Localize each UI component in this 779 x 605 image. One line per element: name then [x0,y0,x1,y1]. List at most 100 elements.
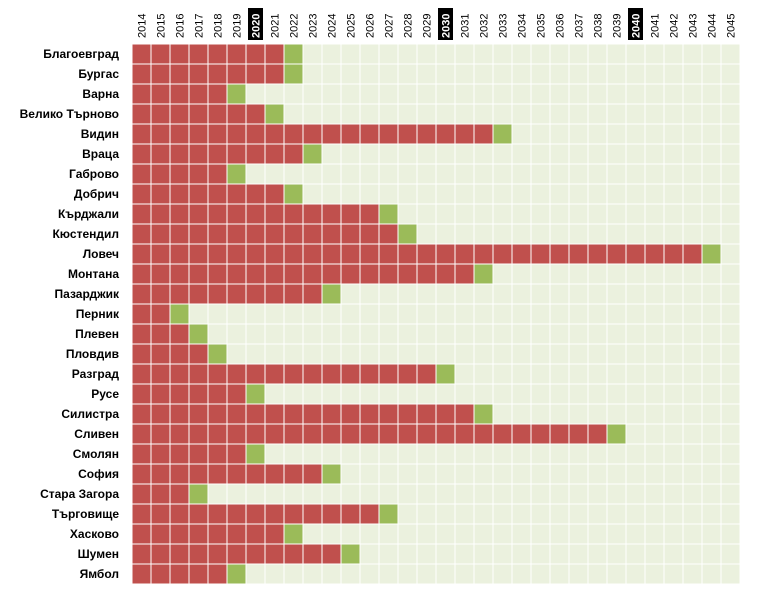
heatmap-cell [492,403,513,425]
heatmap-cell [302,383,323,405]
heatmap-cell [283,203,304,225]
heatmap-cell [701,83,722,105]
heatmap-cell [188,183,209,205]
heatmap-cell [321,103,342,125]
heatmap-cell [397,383,418,405]
heatmap-cell [549,183,570,205]
heatmap-cell [169,463,190,485]
heatmap-cell [587,243,608,265]
heatmap-cell [340,483,361,505]
heatmap-cell [340,403,361,425]
heatmap-cell [587,403,608,425]
heatmap-cell [587,343,608,365]
heatmap-cell [644,83,665,105]
heatmap-cell [397,203,418,225]
heatmap-cell [492,103,513,125]
heatmap-cell [720,43,741,65]
heatmap-cell [207,383,228,405]
row-label: Шумен [78,547,119,561]
heatmap-cell [397,243,418,265]
heatmap-cell [150,463,171,485]
heatmap-cell [226,543,247,565]
heatmap-cell [663,363,684,385]
heatmap-cell [245,183,266,205]
heatmap-cell [682,163,703,185]
heatmap-cell [587,143,608,165]
heatmap-cell [530,343,551,365]
heatmap-cell [283,543,304,565]
year-label: 2044 [707,14,719,38]
heatmap-cell [321,363,342,385]
heatmap-cell [150,403,171,425]
heatmap-cell [568,63,589,85]
heatmap-cell [169,223,190,245]
heatmap-cell-target [606,423,627,445]
heatmap-cell [207,223,228,245]
heatmap-cell [131,63,152,85]
heatmap-cell [302,63,323,85]
heatmap-cell [340,283,361,305]
heatmap-cell [435,443,456,465]
heatmap-cell [663,463,684,485]
heatmap-cell [587,263,608,285]
heatmap-cell [245,43,266,65]
heatmap-cell [302,183,323,205]
heatmap-cell [568,43,589,65]
heatmap-cell [188,43,209,65]
heatmap-cell [359,223,380,245]
heatmap-cell [378,103,399,125]
heatmap-cell [264,343,285,365]
heatmap-cell [359,83,380,105]
row-label: Ловеч [83,247,119,261]
heatmap-cell [283,283,304,305]
heatmap-cell [264,43,285,65]
heatmap-cell [473,503,494,525]
heatmap-cell [720,163,741,185]
heatmap-cell [663,503,684,525]
heatmap-cell-target [245,383,266,405]
heatmap-cell [606,163,627,185]
heatmap-cell [435,563,456,585]
heatmap-cell [321,63,342,85]
heatmap-cell [682,343,703,365]
heatmap-cell [359,303,380,325]
heatmap-cell [340,303,361,325]
heatmap-cell [245,103,266,125]
heatmap-cell [264,523,285,545]
heatmap-cell [378,563,399,585]
heatmap-cell [644,283,665,305]
heatmap-cell [701,43,722,65]
heatmap-cell [663,343,684,365]
heatmap-cell [245,463,266,485]
heatmap-cell [682,563,703,585]
heatmap-cell-target [492,123,513,145]
heatmap-cell [549,563,570,585]
year-highlight-bg [248,8,263,40]
row-label: Сливен [74,427,119,441]
heatmap-cell [416,543,437,565]
heatmap-cell [682,243,703,265]
heatmap-cell [245,243,266,265]
heatmap-cell [321,543,342,565]
heatmap-cell [188,503,209,525]
heatmap-cell [226,503,247,525]
heatmap-cell [644,43,665,65]
heatmap-cell [530,463,551,485]
heatmap-cell [530,483,551,505]
heatmap-cell [340,223,361,245]
row-label: Стара Загора [40,487,119,501]
heatmap-cell [378,43,399,65]
row-label: Велико Търново [20,107,119,121]
heatmap-cell [606,203,627,225]
heatmap-cell [606,243,627,265]
heatmap-cell [682,303,703,325]
heatmap-cell [587,283,608,305]
heatmap-cell [454,403,475,425]
heatmap-cell [207,263,228,285]
heatmap-cell [302,283,323,305]
heatmap-cell [587,503,608,525]
heatmap-cell [397,523,418,545]
heatmap-cell [226,43,247,65]
heatmap-cell [245,283,266,305]
heatmap-cell [454,183,475,205]
